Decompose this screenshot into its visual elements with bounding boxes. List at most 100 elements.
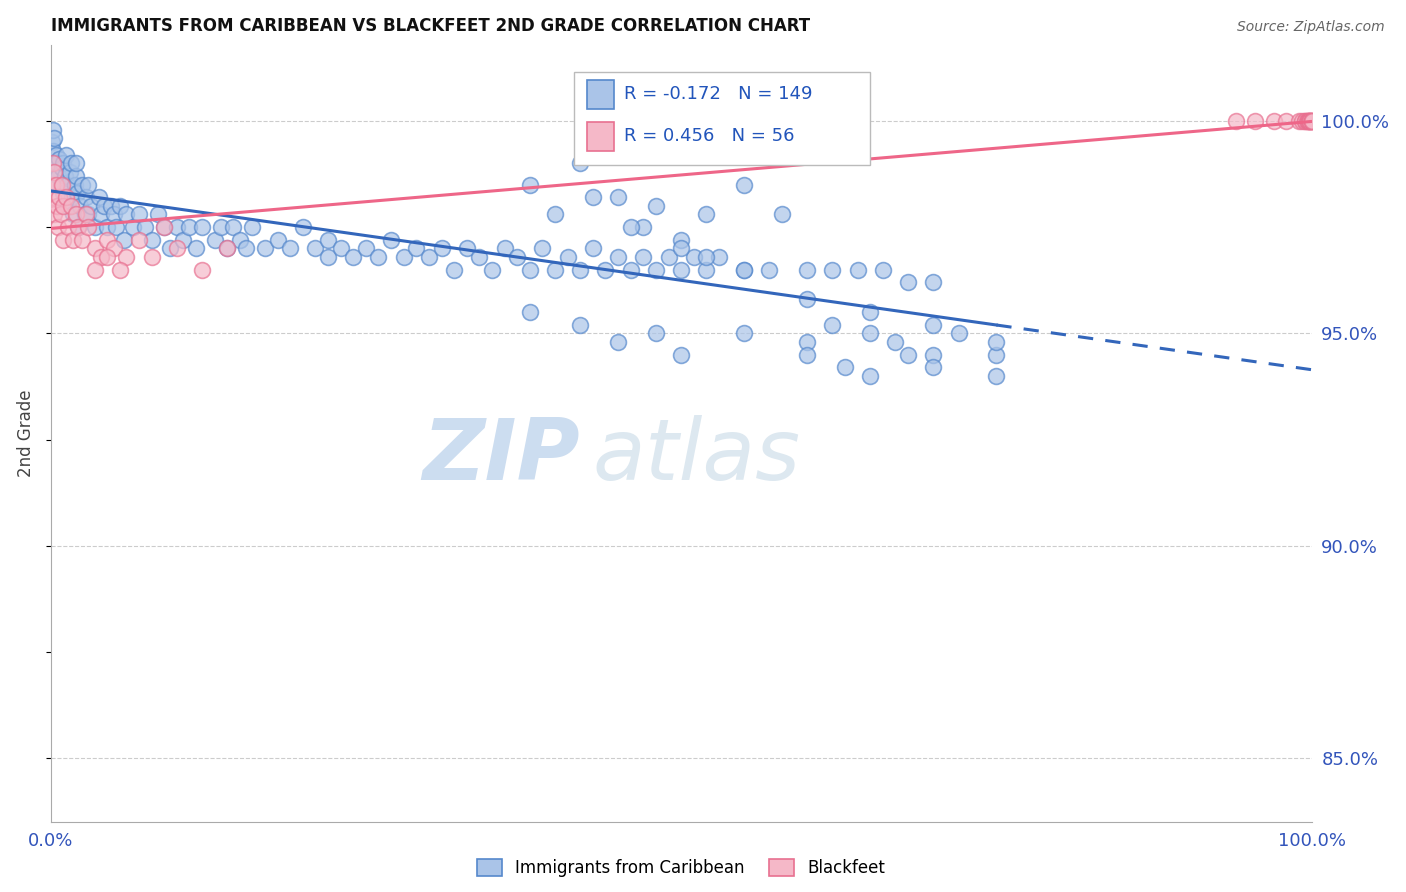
Point xyxy=(96,220,118,235)
Point xyxy=(58,220,80,235)
Point xyxy=(430,242,453,256)
Point xyxy=(354,242,377,256)
Point xyxy=(620,262,643,277)
Point xyxy=(758,262,780,277)
Point xyxy=(897,348,920,362)
Point xyxy=(108,262,131,277)
Point xyxy=(166,242,188,256)
Point xyxy=(922,360,945,375)
Point xyxy=(41,135,63,149)
Point xyxy=(60,190,83,204)
Point xyxy=(48,153,70,167)
Point xyxy=(1294,114,1316,128)
Text: IMMIGRANTS FROM CARIBBEAN VS BLACKFEET 2ND GRADE CORRELATION CHART: IMMIGRANTS FROM CARIBBEAN VS BLACKFEET 2… xyxy=(51,17,810,35)
Point xyxy=(108,199,131,213)
Point xyxy=(595,262,617,277)
Point xyxy=(468,250,491,264)
Point xyxy=(733,178,755,192)
Point xyxy=(166,220,188,235)
Point xyxy=(316,233,339,247)
Point xyxy=(49,178,72,192)
Point xyxy=(329,242,352,256)
Point xyxy=(1225,114,1247,128)
Point xyxy=(418,250,440,264)
Point xyxy=(70,233,93,247)
Point xyxy=(46,199,69,213)
Point xyxy=(52,156,75,170)
Point xyxy=(42,122,65,136)
Point xyxy=(217,242,239,256)
Text: atlas: atlas xyxy=(593,415,801,498)
Point xyxy=(58,199,80,213)
Text: R = 0.456   N = 56: R = 0.456 N = 56 xyxy=(624,128,794,145)
Point xyxy=(986,348,1008,362)
Point xyxy=(405,242,427,256)
Point xyxy=(49,207,72,221)
Point xyxy=(669,262,692,277)
Point xyxy=(115,250,138,264)
Point xyxy=(100,199,122,213)
Point xyxy=(70,178,93,192)
Point xyxy=(582,242,605,256)
Point xyxy=(645,199,668,213)
Point xyxy=(481,262,503,277)
Point xyxy=(1298,114,1320,128)
Point xyxy=(669,242,692,256)
Legend: Immigrants from Caribbean, Blackfeet: Immigrants from Caribbean, Blackfeet xyxy=(470,852,893,883)
Point xyxy=(1301,114,1323,128)
Point xyxy=(153,220,176,235)
Point xyxy=(733,262,755,277)
Point xyxy=(519,262,541,277)
Point xyxy=(90,207,112,221)
Point xyxy=(51,178,73,192)
Point xyxy=(69,199,91,213)
Point xyxy=(77,178,100,192)
Point xyxy=(443,262,465,277)
Point xyxy=(569,318,592,332)
Point xyxy=(796,262,818,277)
Point xyxy=(707,250,730,264)
Point xyxy=(1295,114,1317,128)
Point xyxy=(204,233,226,247)
Point xyxy=(821,318,844,332)
Point xyxy=(222,220,245,235)
Point xyxy=(66,186,89,201)
Point xyxy=(633,250,655,264)
Point xyxy=(159,242,181,256)
Point xyxy=(796,293,818,307)
Point xyxy=(56,178,79,192)
Point xyxy=(45,178,67,192)
Point xyxy=(1299,114,1322,128)
Point xyxy=(1291,114,1313,128)
Point xyxy=(53,169,76,184)
Point xyxy=(645,262,668,277)
Point xyxy=(141,250,163,264)
Point xyxy=(897,276,920,290)
Point xyxy=(77,207,100,221)
Bar xyxy=(586,79,614,109)
Point xyxy=(544,262,567,277)
Text: ZIP: ZIP xyxy=(423,415,581,498)
Point xyxy=(67,220,90,235)
Point xyxy=(607,190,630,204)
Point xyxy=(128,207,150,221)
Point xyxy=(620,220,643,235)
Point xyxy=(229,233,252,247)
Point xyxy=(179,220,201,235)
Point xyxy=(153,220,176,235)
Point xyxy=(582,190,605,204)
Point xyxy=(986,368,1008,383)
Point xyxy=(1275,114,1298,128)
Point xyxy=(770,207,793,221)
Point xyxy=(96,233,118,247)
Point xyxy=(342,250,364,264)
Point xyxy=(121,220,143,235)
Point xyxy=(948,326,970,341)
Point xyxy=(506,250,529,264)
Point xyxy=(55,190,77,204)
Point xyxy=(922,318,945,332)
Point xyxy=(146,207,169,221)
Point xyxy=(83,220,105,235)
Point xyxy=(695,262,717,277)
Point xyxy=(859,326,882,341)
